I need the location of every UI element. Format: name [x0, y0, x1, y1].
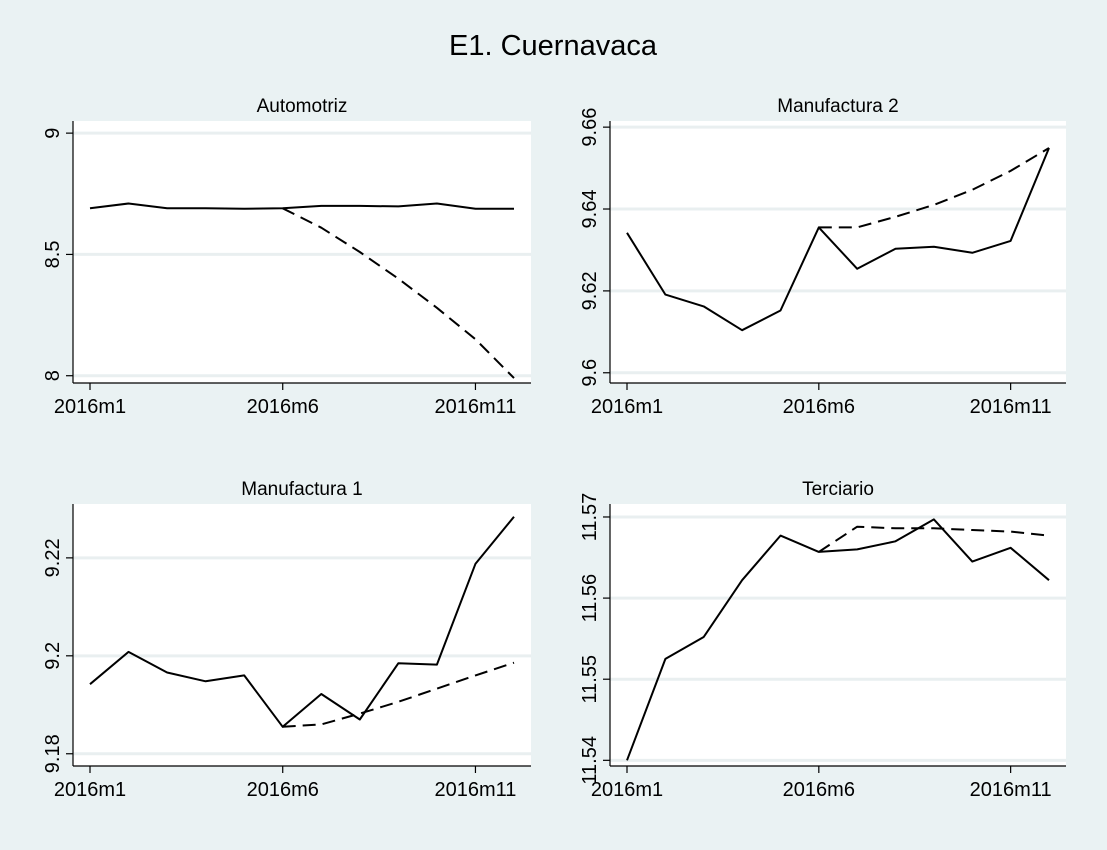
x-tick-label: 2016m6	[247, 779, 319, 801]
y-tick-label: 9	[42, 128, 64, 139]
y-tick-label: 11.57	[579, 493, 601, 542]
series-line-dashed	[818, 525, 1050, 553]
series-line-solid	[89, 202, 514, 210]
x-tick-label: 2016m6	[247, 396, 319, 418]
y-tick-label: 9.2	[42, 642, 64, 670]
y-tick-label: 8.5	[42, 241, 64, 269]
x-tick-label: 2016m11	[434, 779, 516, 801]
panel-title: Automotriz	[257, 96, 348, 117]
panel-terciario: Terciario 11.54 11.55 11.56 11.57 2016m1 2016m…	[579, 479, 1066, 801]
x-tick-label: 2016m11	[434, 396, 516, 418]
y-tick-label: 8	[42, 370, 64, 381]
x-tick-label: 2016m1	[54, 779, 126, 801]
x-tick-label: 2016m11	[970, 779, 1052, 801]
x-tick-label: 2016m1	[591, 396, 663, 418]
x-tick-label: 2016m6	[783, 779, 855, 801]
x-tick-label: 2016m1	[591, 779, 663, 801]
x-tick-label: 2016m6	[783, 396, 855, 418]
series-line-dashed	[282, 207, 515, 379]
y-tick-label: 9.6	[579, 359, 601, 387]
plot-area	[73, 504, 531, 766]
y-tick-label: 9.18	[42, 734, 64, 773]
plot-area	[610, 121, 1066, 383]
main-title: E1. Cuernavaca	[449, 30, 658, 62]
y-tick-label: 9.64	[579, 190, 601, 229]
series-line-solid	[89, 516, 515, 728]
panel-title: Terciario	[802, 479, 874, 500]
panel-title: Manufactura 1	[241, 479, 362, 500]
series-line-dashed	[282, 661, 515, 728]
panel-title: Manufactura 2	[777, 96, 898, 117]
series-line-solid	[626, 518, 1050, 761]
series-line-dashed	[818, 147, 1050, 229]
y-tick-label: 9.22	[42, 538, 64, 577]
plot-area	[610, 504, 1066, 766]
y-tick-label: 11.55	[579, 655, 601, 704]
panel-automotriz: Automotriz 8 8.5 9 2016m1 2016m6 2016m11	[42, 96, 531, 418]
x-tick-label: 2016m1	[54, 396, 126, 418]
y-tick-label: 9.62	[579, 271, 601, 310]
plot-area	[73, 121, 531, 383]
y-tick-label: 11.54	[579, 736, 601, 785]
y-tick-label: 11.56	[579, 574, 601, 623]
series-line-solid	[626, 147, 1050, 332]
panel-manufactura-2: Manufactura 2 9.6 9.62 9.64 9.66 2016m1 2016m6…	[579, 96, 1066, 418]
panel-manufactura-1: Manufactura 1 9.18 9.2 9.22 2016m1 2016m6 2016…	[42, 479, 531, 801]
y-tick-label: 9.66	[579, 108, 601, 147]
x-tick-label: 2016m11	[970, 396, 1052, 418]
